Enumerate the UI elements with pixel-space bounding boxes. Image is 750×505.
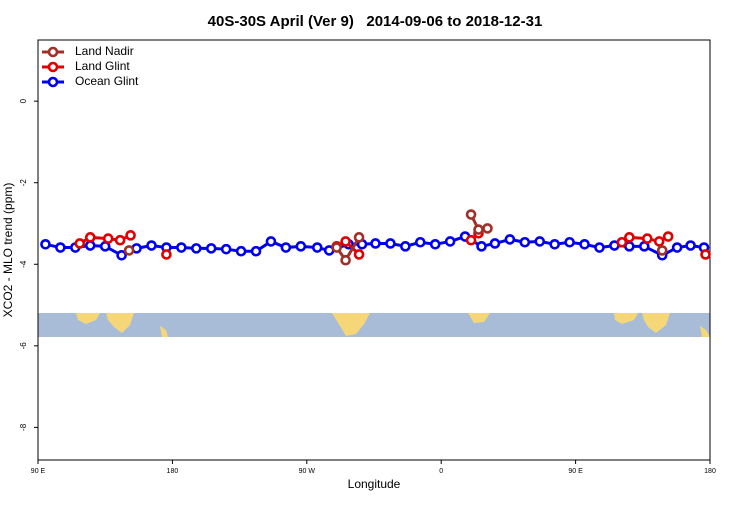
legend-marker — [47, 46, 59, 58]
series — [76, 229, 710, 258]
marker — [114, 234, 126, 246]
marker — [594, 242, 605, 253]
marker — [295, 241, 307, 252]
marker — [400, 241, 411, 252]
marker — [116, 250, 127, 261]
marker — [564, 236, 575, 248]
marker — [700, 249, 711, 260]
y-tick-label: -8 — [19, 423, 28, 431]
marker — [176, 242, 187, 253]
marker — [250, 245, 262, 257]
map-strip — [38, 313, 710, 337]
legend-marker — [47, 61, 59, 73]
legend-label: Ocean Glint — [75, 74, 139, 88]
marker — [519, 236, 531, 248]
x-tick-label: 180 — [167, 468, 179, 475]
map-land — [468, 313, 490, 323]
marker — [671, 242, 683, 253]
map-ocean — [38, 313, 710, 337]
marker — [123, 245, 135, 256]
marker — [161, 249, 172, 260]
y-tick-label: -4 — [19, 260, 28, 268]
marker — [465, 234, 477, 246]
marker — [190, 243, 202, 254]
marker — [641, 233, 653, 244]
marker — [489, 238, 501, 249]
marker — [429, 238, 441, 250]
y-axis-label: XCO2 - MLO trend (ppm) — [1, 183, 15, 318]
marker — [444, 236, 456, 247]
map-land — [160, 326, 168, 337]
chart-title: 40S-30S April (Ver 9) 2014-09-06 to 2018… — [208, 13, 543, 30]
marker — [685, 240, 696, 251]
marker — [84, 240, 96, 251]
map-land — [106, 313, 134, 333]
map-land — [614, 313, 638, 324]
marker — [534, 236, 546, 247]
marker — [385, 238, 396, 249]
marker — [235, 245, 247, 257]
x-tick-label: 90 W — [299, 468, 316, 475]
marker — [504, 234, 516, 245]
x-tick-label: 90 E — [31, 468, 46, 475]
plot-frame — [37, 39, 711, 461]
marker — [340, 236, 351, 247]
legend-label: Land Glint — [75, 59, 130, 73]
marker — [370, 238, 381, 249]
marker — [84, 232, 96, 243]
x-axis-label: Longitude — [348, 477, 401, 491]
series — [40, 231, 710, 261]
legend-marker — [47, 76, 59, 88]
marker — [311, 242, 323, 253]
marker — [476, 241, 487, 252]
y-tick-label: -2 — [19, 179, 28, 187]
marker — [146, 240, 157, 251]
y-tick-label: -6 — [19, 342, 28, 350]
marker — [656, 245, 668, 256]
marker — [340, 254, 351, 266]
legend-label: Land Nadir — [75, 44, 134, 58]
marker — [465, 209, 477, 220]
marker — [549, 238, 560, 250]
marker — [40, 238, 51, 250]
map-land — [76, 313, 100, 324]
x-tick-label: 180 — [704, 468, 716, 475]
marker — [74, 238, 86, 249]
marker — [353, 249, 365, 260]
series — [123, 209, 668, 266]
marker — [624, 232, 635, 243]
marker — [205, 243, 217, 254]
map-land — [332, 313, 370, 336]
marker — [662, 231, 674, 242]
map-land — [642, 313, 670, 333]
x-tick-label: 90 E — [568, 468, 583, 475]
y-tick-label: 0 — [19, 98, 28, 103]
marker — [55, 242, 66, 253]
marker — [579, 238, 590, 250]
marker — [473, 224, 484, 235]
marker — [220, 243, 232, 255]
marker — [414, 236, 426, 248]
marker — [265, 236, 277, 247]
marker — [653, 236, 665, 247]
marker — [616, 236, 628, 248]
x-tick-label: 0 — [439, 468, 443, 475]
marker — [125, 230, 136, 241]
map-land — [700, 326, 710, 337]
marker — [482, 223, 493, 234]
marker — [331, 242, 342, 253]
marker — [353, 232, 365, 243]
marker — [102, 233, 114, 244]
marker — [280, 242, 292, 253]
